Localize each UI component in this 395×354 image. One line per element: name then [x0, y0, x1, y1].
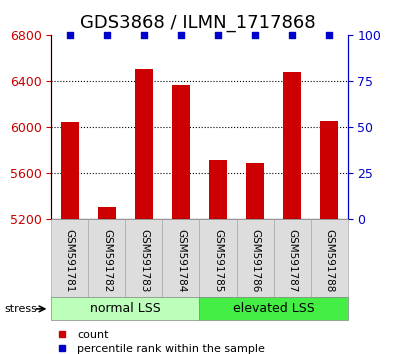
FancyBboxPatch shape — [51, 297, 199, 320]
Point — [104, 33, 110, 38]
Text: GSM591782: GSM591782 — [102, 229, 112, 292]
Bar — [320, 120, 339, 219]
Text: GDS3868 / ILMN_1717868: GDS3868 / ILMN_1717868 — [80, 14, 315, 32]
Text: GSM591784: GSM591784 — [176, 229, 186, 292]
Text: GSM591788: GSM591788 — [324, 229, 334, 292]
Bar — [209, 160, 227, 219]
FancyBboxPatch shape — [162, 219, 199, 297]
Point — [141, 33, 147, 38]
FancyBboxPatch shape — [51, 219, 88, 297]
Text: GSM591787: GSM591787 — [287, 229, 297, 292]
Text: stress: stress — [4, 304, 37, 314]
Bar — [283, 72, 301, 219]
Text: GSM591785: GSM591785 — [213, 229, 223, 292]
Text: elevated LSS: elevated LSS — [233, 302, 314, 315]
Bar — [246, 163, 264, 219]
Point — [178, 33, 184, 38]
Point — [67, 33, 73, 38]
Text: GSM591783: GSM591783 — [139, 229, 149, 292]
Text: GSM591781: GSM591781 — [65, 229, 75, 292]
Text: GSM591786: GSM591786 — [250, 229, 260, 292]
Point — [252, 33, 258, 38]
FancyBboxPatch shape — [126, 219, 162, 297]
FancyBboxPatch shape — [199, 219, 237, 297]
FancyBboxPatch shape — [237, 219, 274, 297]
Point — [215, 33, 221, 38]
Point — [289, 33, 295, 38]
FancyBboxPatch shape — [199, 297, 348, 320]
FancyBboxPatch shape — [310, 219, 348, 297]
Text: normal LSS: normal LSS — [90, 302, 161, 315]
Bar — [98, 207, 116, 219]
FancyBboxPatch shape — [88, 219, 126, 297]
Legend: count, percentile rank within the sample: count, percentile rank within the sample — [57, 330, 265, 354]
Bar — [135, 69, 153, 219]
Bar — [172, 85, 190, 219]
FancyBboxPatch shape — [274, 219, 310, 297]
Point — [326, 33, 332, 38]
Bar — [60, 122, 79, 219]
